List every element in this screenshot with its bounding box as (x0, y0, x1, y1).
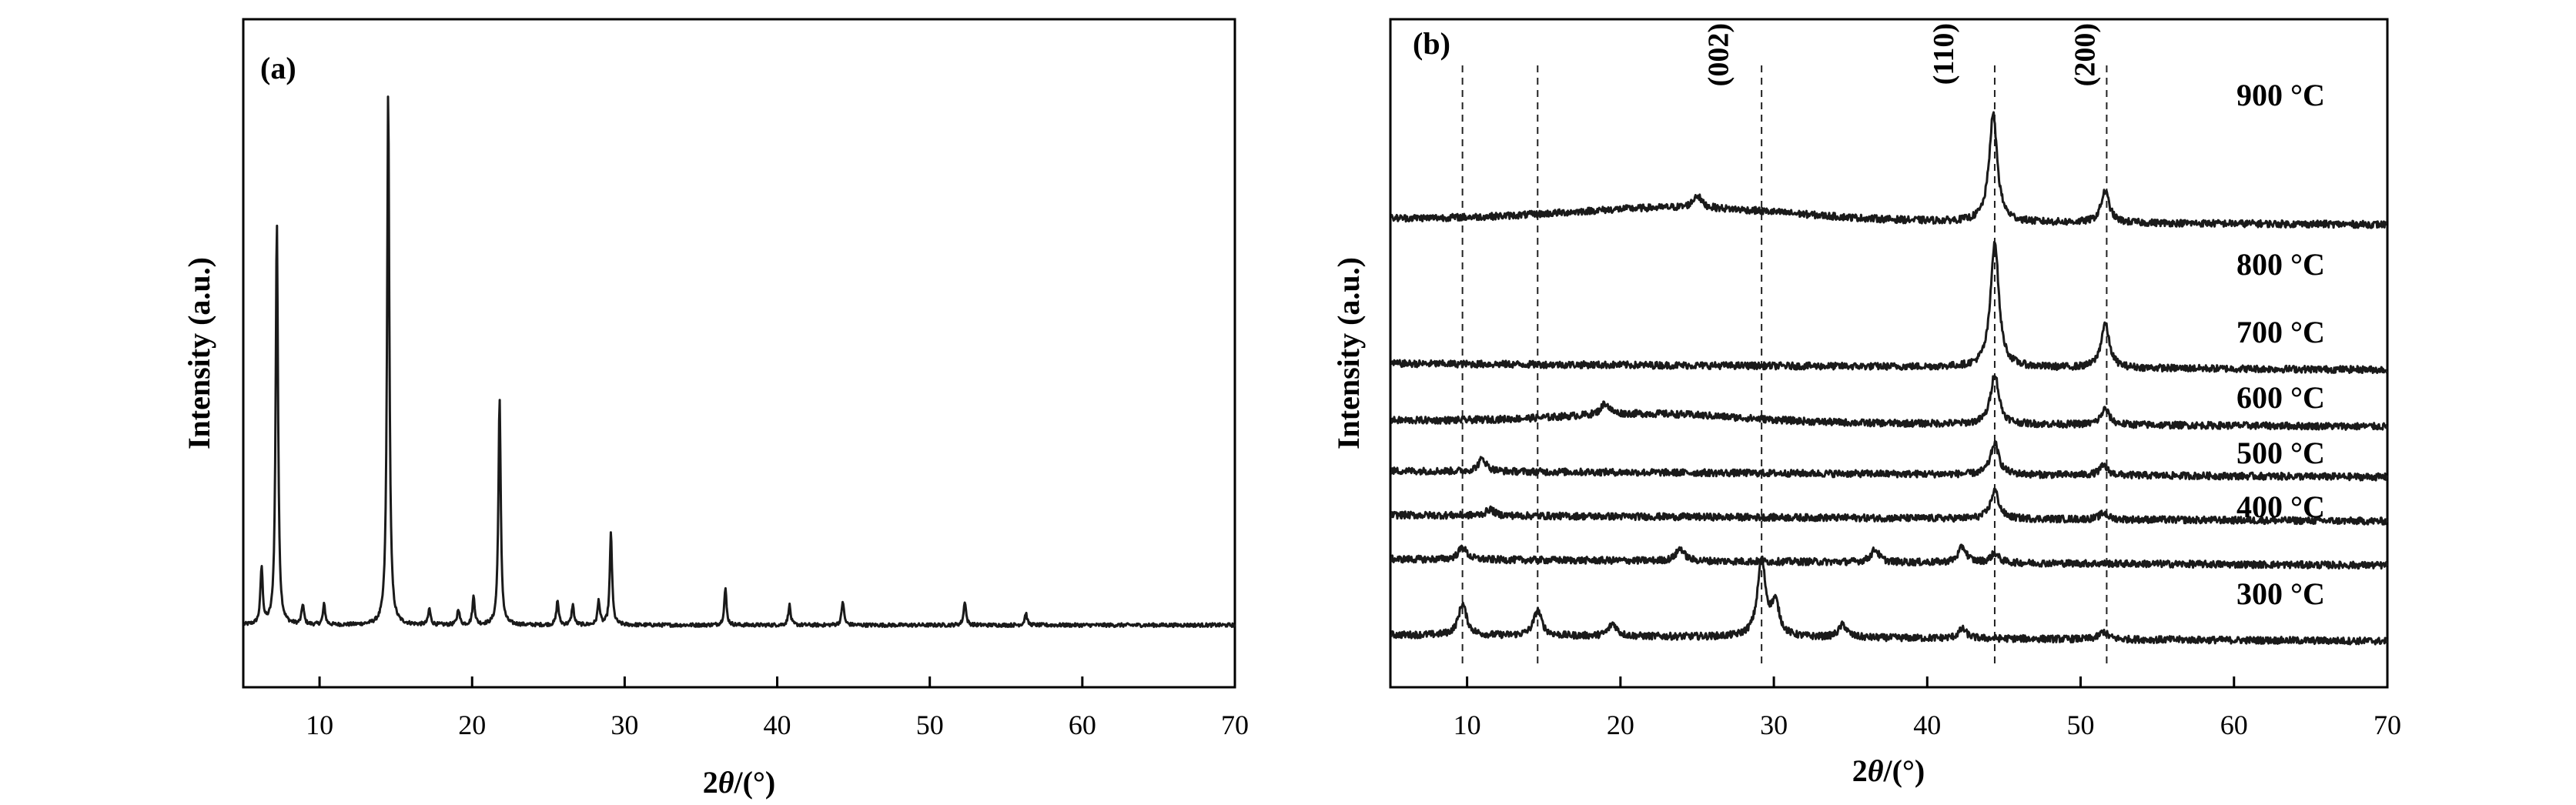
panel-b-frame (1389, 18, 2389, 689)
x-tick-label: 60 (1069, 710, 1096, 740)
panel-a-frame (242, 18, 1236, 689)
trace-300C (1390, 555, 2388, 646)
peak-annotation: (110) (1928, 23, 1960, 85)
panel-b-traces (1390, 111, 2388, 646)
panel-a-x-ticks: 10 20 30 40 50 60 70 (306, 676, 1249, 740)
x-tick-label: 10 (306, 710, 333, 740)
panel-a-trace (243, 95, 1236, 629)
panel-b-series-labels: 300 °C 400 °C 500 °C 600 °C 700 °C 800 °C 900 … (2236, 78, 2325, 611)
x-tick-label: 40 (764, 710, 791, 740)
series-label: 900 °C (2236, 78, 2325, 112)
series-label: 600 °C (2236, 380, 2325, 415)
panel-a-label: (a) (260, 51, 296, 85)
series-label: 400 °C (2236, 489, 2325, 524)
x-tick-label: 50 (2067, 710, 2095, 740)
series-label: 300 °C (2236, 576, 2325, 611)
trace-900C (1390, 111, 2388, 229)
panel-a-x-axis-title: 2θ/(°) (703, 765, 776, 800)
series-label: 500 °C (2236, 436, 2325, 470)
panel-b-y-axis-title: Intensity (a.u.) (1331, 257, 1366, 449)
panel-b-x-axis-title: 2θ/(°) (1852, 753, 1925, 788)
panel-b-peak-annotations: (002) (110) (200) (1702, 23, 2101, 86)
panel-b: 10 20 30 40 50 60 70 300 °C 400 °C 500 °C 600 °C 7… (1331, 18, 2401, 788)
trace-700C (1390, 375, 2388, 431)
x-tick-label: 30 (611, 710, 638, 740)
panel-a-y-axis-title: Intensity (a.u.) (182, 257, 216, 449)
x-tick-label: 30 (1760, 710, 1788, 740)
peak-annotation: (002) (1702, 23, 1735, 86)
x-tick-label: 40 (1913, 710, 1941, 740)
panel-a: 10 20 30 40 50 60 70 (a) 2θ/(°) Intensity (a.u… (182, 18, 1249, 800)
trace-500C (1390, 487, 2388, 526)
x-tick-label: 50 (916, 710, 944, 740)
trace-400C (1390, 543, 2388, 570)
trace-600C (1390, 440, 2388, 482)
trace-800C (1390, 241, 2388, 374)
series-label: 800 °C (2236, 247, 2325, 282)
series-label: 700 °C (2236, 315, 2325, 349)
x-tick-label: 20 (1607, 710, 1634, 740)
x-tick-label: 20 (458, 710, 486, 740)
panel-b-x-ticks: 10 20 30 40 50 60 70 (1454, 676, 2401, 740)
x-tick-label: 70 (2374, 710, 2401, 740)
peak-annotation: (200) (2069, 23, 2102, 86)
x-tick-label: 70 (1221, 710, 1249, 740)
x-tick-label: 10 (1454, 710, 1481, 740)
x-tick-label: 60 (2220, 710, 2248, 740)
panel-b-label: (b) (1413, 26, 1450, 61)
